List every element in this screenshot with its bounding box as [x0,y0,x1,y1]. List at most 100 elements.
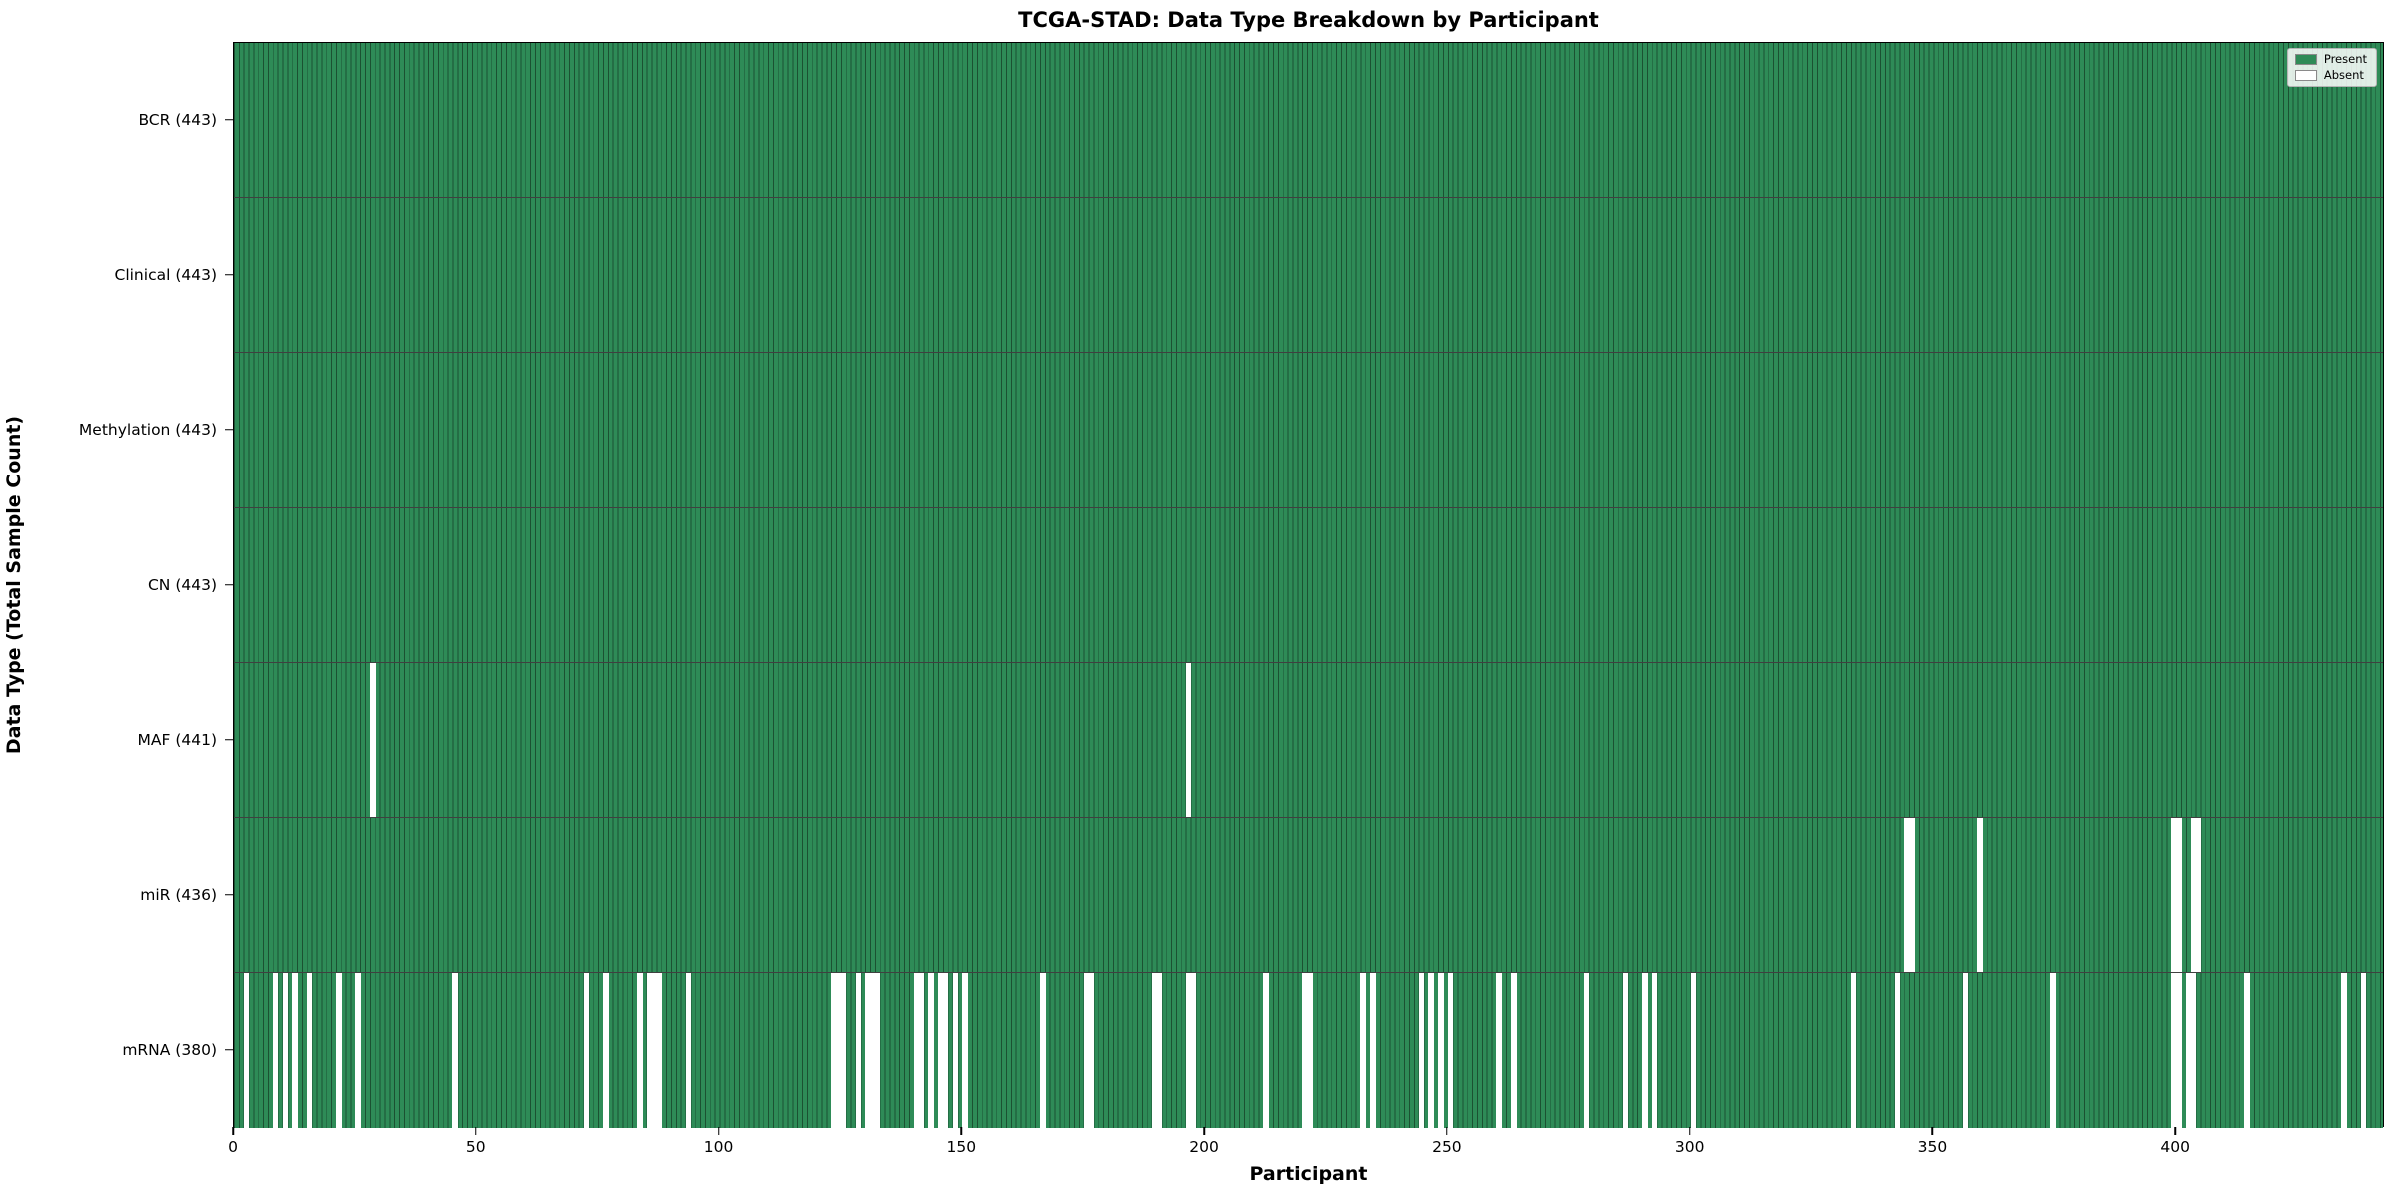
absent-gap [1302,973,1308,1128]
x-tick-mark [2174,1127,2176,1135]
absent-gap [282,973,289,1128]
absent-gap [1622,973,1629,1128]
absent-gap [1190,973,1197,1128]
x-tick-mark [1203,1127,1205,1135]
x-tick-label-50: 50 [465,1138,486,1156]
x-tick-label-100: 100 [703,1138,734,1156]
row-clinical [234,198,2383,353]
absent-gap [583,973,590,1128]
row-maf [234,663,2383,818]
absent-gap [2341,973,2347,1128]
present-fill [234,198,2383,352]
x-tick-label-200: 200 [1189,1138,1219,1156]
bar-edges [234,508,2383,662]
absent-gap [2176,973,2182,1128]
plot-area: Present Absent [233,42,2384,1128]
bar-edges [234,663,2383,817]
present-swatch [2294,54,2317,66]
absent-gap [865,973,871,1128]
present-fill [234,353,2383,507]
absent-gap [938,973,944,1128]
absent-gap [2171,973,2177,1128]
present-fill [234,508,2383,662]
absent-gap [918,973,925,1128]
absent-gap [2360,973,2367,1128]
bar-edges [234,818,2383,972]
y-tick-mark [225,583,233,586]
row-cn [234,508,2383,663]
absent-gap [335,973,342,1128]
legend-label-present: Present [2323,52,2367,66]
absent-gap [243,973,250,1128]
legend-entry-absent: Absent [2294,67,2367,82]
absent-gap [2171,818,2177,972]
x-tick-label-150: 150 [946,1138,977,1156]
absent-gap [1642,973,1648,1128]
y-tick-mark [225,1048,233,1051]
absent-gap [913,973,920,1128]
absent-gap [1894,973,1901,1128]
y-tick-label-mir: miR (436) [140,885,217,904]
absent-gap [656,973,662,1128]
absent-swatch [2294,69,2317,81]
absent-gap [1151,973,1158,1128]
x-tick-mark [717,1127,720,1135]
absent-gap [874,973,881,1128]
absent-gap [1977,818,1983,972]
absent-gap [1370,973,1376,1128]
absent-gap [637,973,643,1128]
bar-edges [234,198,2383,352]
x-tick-label-400: 400 [2160,1138,2190,1156]
absent-gap [1307,973,1313,1128]
absent-gap [1185,973,1192,1128]
absent-gap [1904,818,1910,972]
row-bcr [234,43,2383,198]
rows-container [234,43,2383,1128]
absent-gap [836,973,842,1128]
present-fill [234,663,2383,817]
absent-gap [1360,973,1367,1128]
x-tick-label-250: 250 [1432,1138,1462,1156]
legend-label-absent: Absent [2323,67,2364,82]
absent-gap [2049,973,2056,1128]
legend: Present Absent [2286,48,2377,87]
absent-gap [831,973,837,1128]
x-tick-mark [232,1127,234,1135]
absent-gap [646,973,653,1128]
x-tick-mark [1446,1127,1448,1135]
absent-gap [1418,973,1425,1128]
y-tick-mark [225,893,233,896]
absent-gap [2190,818,2197,972]
present-fill [234,43,2383,197]
y-tick-label-bcr: BCR (443) [138,110,217,129]
absent-gap [855,973,862,1128]
absent-gap [1040,973,1046,1128]
absent-gap [1447,973,1454,1128]
legend-entry-present: Present [2294,52,2367,66]
absent-gap [2176,818,2182,972]
y-tick-mark [225,118,233,121]
chart-title: TCGA-STAD: Data Type Breakdown by Partic… [1018,8,1599,32]
y-tick-label-clinical: Clinical (443) [114,265,218,284]
absent-gap [1083,973,1090,1128]
absent-gap [942,973,949,1128]
absent-gap [292,973,298,1128]
absent-gap [1156,973,1163,1128]
absent-gap [369,663,376,817]
row-methylation [234,353,2383,508]
absent-gap [355,973,361,1128]
x-tick-mark [475,1127,477,1135]
absent-gap [2190,973,2197,1128]
x-tick-label-300: 300 [1674,1138,1705,1156]
y-tick-mark [225,428,233,431]
absent-gap [1909,818,1915,972]
y-tick-mark [225,273,233,276]
absent-gap [1438,973,1444,1128]
absent-gap [1850,973,1857,1128]
row-mrna [234,973,2383,1128]
absent-gap [1263,973,1269,1128]
y-tick-label-mrna: mRNA (380) [122,1040,217,1059]
absent-gap [1185,663,1192,817]
x-tick-label-350: 350 [1917,1138,1948,1156]
